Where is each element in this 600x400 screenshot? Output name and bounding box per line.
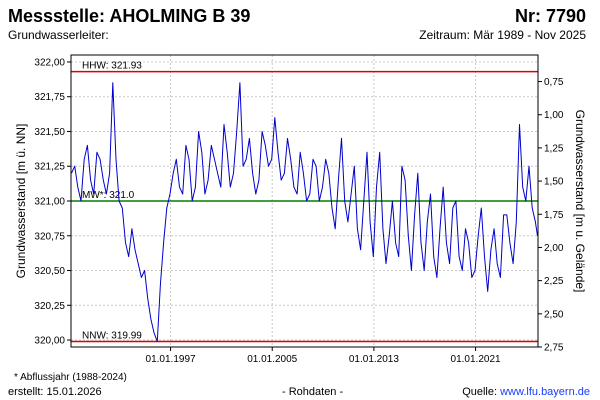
y2-tick-label: 1,50 xyxy=(544,177,564,188)
period-label: Zeitraum: Mär 1989 - Nov 2025 xyxy=(419,28,586,42)
data-type-note: - Rohdaten - xyxy=(282,386,344,398)
y-tick-label: 321,50 xyxy=(34,127,65,138)
x-tick-label: 01.01.2013 xyxy=(349,354,399,365)
reference-lines: HHW: 321.93 MW*: 321.0 NNW: 319.99 xyxy=(71,61,538,343)
y2-tick-label: 2,25 xyxy=(544,276,564,287)
reference-line-label: MW*: 321.0 xyxy=(82,190,135,201)
y-tick-label: 320,25 xyxy=(34,301,65,312)
source-label: Quelle: xyxy=(462,386,501,398)
source: Quelle: www.lfu.bayern.de xyxy=(462,386,590,398)
x-tick-label: 01.01.2005 xyxy=(247,354,297,365)
y2-tick-label: 2,75 xyxy=(544,343,564,354)
y2-tick-label: 1,75 xyxy=(544,210,564,221)
page-title: Messstelle: AHOLMING B 39 xyxy=(8,6,251,26)
x-axis-ticks: 01.01.1997 01.01.2005 01.01.2013 01.01.2021 xyxy=(146,347,501,365)
y2-tick-label: 2,00 xyxy=(544,243,564,254)
y2-tick-label: 0,75 xyxy=(544,77,564,88)
series-layer xyxy=(71,82,538,342)
y2-axis-label: Grundwasserstand [m u. Gelände] xyxy=(573,110,587,293)
y2-tick-label: 1,00 xyxy=(544,110,564,121)
y-tick-label: 321,00 xyxy=(34,197,65,208)
reference-line-label: HHW: 321.93 xyxy=(82,61,142,72)
y-axis-ticks: 322,00 321,75 321,50 321,25 321,00 320,75 320,… xyxy=(34,57,71,347)
series-line xyxy=(71,82,538,342)
footnote: * Abflussjahr (1988-2024) xyxy=(14,372,127,383)
y-tick-label: 320,00 xyxy=(34,336,65,347)
x-tick-label: 01.01.1997 xyxy=(146,354,196,365)
source-link[interactable]: www.lfu.bayern.de xyxy=(500,386,590,398)
created-date: erstellt: 15.01.2026 xyxy=(8,386,102,398)
aquifer-label: Grundwasserleiter: xyxy=(8,28,109,42)
y-tick-label: 321,75 xyxy=(34,92,65,103)
y2-tick-label: 1,25 xyxy=(544,143,564,154)
y-tick-label: 322,00 xyxy=(34,57,65,68)
y-tick-label: 320,50 xyxy=(34,266,65,277)
y-tick-label: 321,25 xyxy=(34,162,65,173)
x-tick-label: 01.01.2021 xyxy=(451,354,501,365)
y-axis-label: Grundwasserstand [m ü. NN] xyxy=(14,124,28,279)
y-tick-label: 320,75 xyxy=(34,231,65,242)
y2-axis-ticks: 0,75 1,00 1,25 1,50 1,75 2,00 2,25 2,50 2,75 xyxy=(538,77,564,354)
y2-tick-label: 2,50 xyxy=(544,309,564,320)
reference-line-label: NNW: 319.99 xyxy=(82,330,142,341)
station-number: Nr: 7790 xyxy=(514,6,586,26)
